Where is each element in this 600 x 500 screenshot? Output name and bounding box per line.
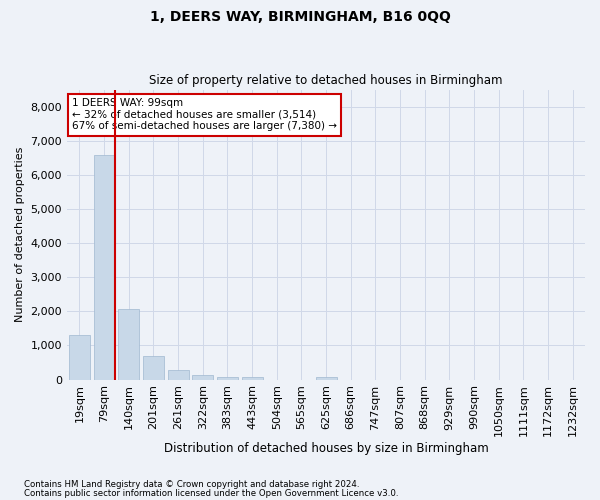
Bar bbox=[217, 376, 238, 380]
Title: Size of property relative to detached houses in Birmingham: Size of property relative to detached ho… bbox=[149, 74, 503, 87]
X-axis label: Distribution of detached houses by size in Birmingham: Distribution of detached houses by size … bbox=[164, 442, 488, 455]
Bar bbox=[69, 335, 90, 380]
Bar bbox=[167, 370, 188, 380]
Y-axis label: Number of detached properties: Number of detached properties bbox=[15, 147, 25, 322]
Bar bbox=[118, 308, 139, 380]
Bar bbox=[242, 376, 263, 380]
Bar bbox=[192, 375, 213, 380]
Text: 1, DEERS WAY, BIRMINGHAM, B16 0QQ: 1, DEERS WAY, BIRMINGHAM, B16 0QQ bbox=[149, 10, 451, 24]
Text: Contains HM Land Registry data © Crown copyright and database right 2024.: Contains HM Land Registry data © Crown c… bbox=[24, 480, 359, 489]
Text: 1 DEERS WAY: 99sqm
← 32% of detached houses are smaller (3,514)
67% of semi-deta: 1 DEERS WAY: 99sqm ← 32% of detached hou… bbox=[72, 98, 337, 132]
Bar bbox=[143, 356, 164, 380]
Bar bbox=[316, 376, 337, 380]
Bar bbox=[94, 155, 115, 380]
Text: Contains public sector information licensed under the Open Government Licence v3: Contains public sector information licen… bbox=[24, 489, 398, 498]
